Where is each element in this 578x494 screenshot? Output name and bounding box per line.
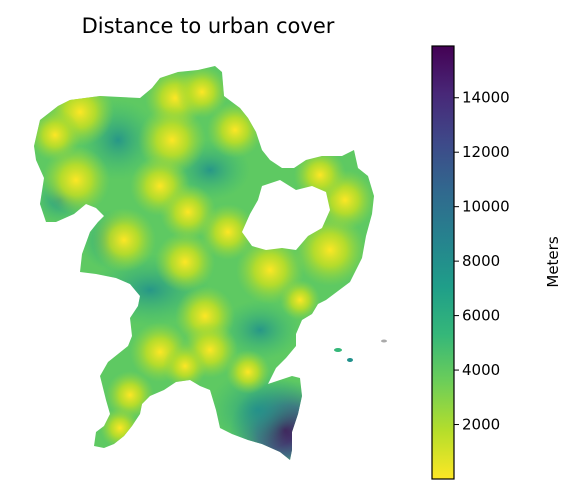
colorbar-tick-label: 14000 bbox=[462, 89, 510, 107]
colorbar-ticks: 2000 4000 6000 8000 10000 12000 14000 bbox=[454, 89, 510, 434]
colorbar-fill bbox=[432, 46, 454, 479]
lake-hole bbox=[242, 180, 330, 250]
colorbar-tick-label: 10000 bbox=[462, 198, 510, 216]
colorbar-tick-label: 4000 bbox=[462, 361, 500, 379]
colorbar: 2000 4000 6000 8000 10000 12000 14000 Meters bbox=[431, 45, 562, 480]
chart-title: Distance to urban cover bbox=[82, 14, 335, 38]
colorbar-tick-label: 12000 bbox=[462, 143, 510, 161]
map-raster bbox=[34, 66, 374, 460]
island bbox=[347, 358, 353, 362]
colorbar-tick-label: 8000 bbox=[462, 252, 500, 270]
colorbar-label: Meters bbox=[544, 236, 562, 287]
island bbox=[334, 348, 342, 352]
colorbar-tick-label: 6000 bbox=[462, 307, 500, 325]
island bbox=[381, 339, 387, 343]
colorbar-tick-label: 2000 bbox=[462, 416, 500, 434]
colorbar-frame bbox=[431, 45, 455, 480]
